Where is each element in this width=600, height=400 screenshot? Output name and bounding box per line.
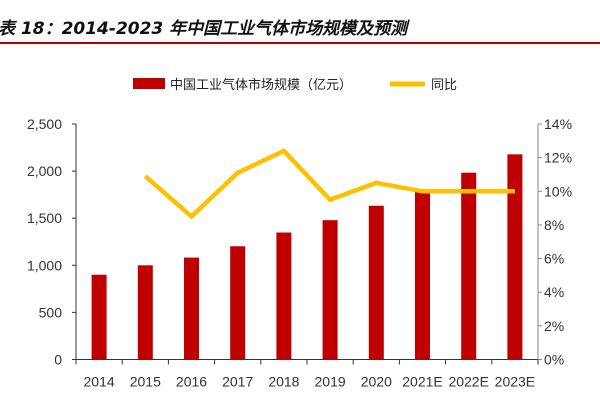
bar-2014 <box>91 274 107 360</box>
right-tick-label: 6% <box>544 251 564 267</box>
bar-2019 <box>322 220 338 360</box>
bar-2016 <box>184 257 199 360</box>
bar-2022E <box>461 172 477 360</box>
right-tick-label: 12% <box>544 150 572 166</box>
right-tick-label: 0% <box>544 352 564 368</box>
bar-2015 <box>137 265 153 360</box>
left-tick-label: 1,000 <box>27 257 62 273</box>
right-tick-label: 14% <box>544 116 572 132</box>
right-tick-label: 4% <box>544 284 564 300</box>
bar-2023E <box>507 154 523 360</box>
right-tick-label: 2% <box>544 318 564 334</box>
chart-title: 表 18：2014-2023 年中国工业气体市场规模及预测 <box>0 19 408 39</box>
line-yoy <box>143 148 515 220</box>
right-tick-label: 10% <box>544 183 572 199</box>
legend: 中国工业气体市场规模（亿元） 同比 <box>133 77 457 93</box>
x-tick-label: 2015 <box>130 374 161 390</box>
x-tick-label: 2020 <box>361 374 392 390</box>
x-tick-label: 2018 <box>268 374 299 390</box>
right-tick-label: 8% <box>544 217 564 233</box>
left-tick-label: 0 <box>54 352 62 368</box>
left-tick-label: 2,000 <box>27 163 62 179</box>
bar-2017 <box>230 246 246 360</box>
x-tick-label: 2021E <box>402 374 442 390</box>
title-rule <box>0 42 600 44</box>
x-tick-label: 2023E <box>495 374 535 390</box>
legend-line-label: 同比 <box>431 78 457 93</box>
left-tick-label: 500 <box>39 304 63 320</box>
bar-2020 <box>368 205 384 360</box>
legend-bar-label: 中国工业气体市场规模（亿元） <box>170 77 352 93</box>
legend-bar-swatch <box>133 78 165 89</box>
x-tick-label: 2022E <box>448 374 488 390</box>
bar-2018 <box>276 232 292 360</box>
x-tick-label: 2016 <box>176 374 207 390</box>
left-tick-label: 2,500 <box>27 116 62 132</box>
x-tick-label: 2017 <box>222 374 253 390</box>
x-tick-label: 2019 <box>315 374 346 390</box>
left-tick-label: 1,500 <box>27 210 62 226</box>
x-tick-label: 2014 <box>84 374 115 390</box>
bar-2021E <box>415 190 430 360</box>
